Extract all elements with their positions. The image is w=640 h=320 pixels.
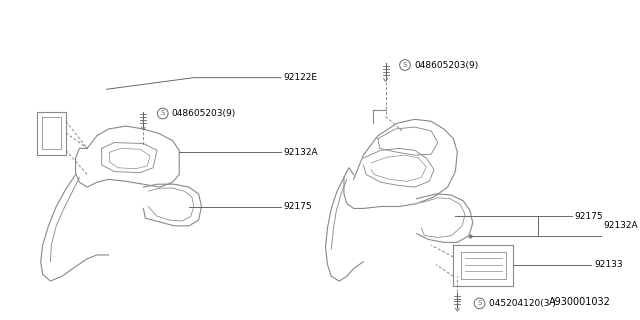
Text: 92133: 92133 xyxy=(594,260,623,269)
Text: 92175: 92175 xyxy=(575,212,603,221)
Text: S: S xyxy=(161,110,165,116)
Text: 045204120(3 ): 045204120(3 ) xyxy=(489,299,556,308)
Text: S: S xyxy=(477,300,482,306)
Text: 048605203(9): 048605203(9) xyxy=(172,109,236,118)
Text: 92122E: 92122E xyxy=(284,73,318,82)
Circle shape xyxy=(399,60,410,70)
Text: S: S xyxy=(403,62,407,68)
Text: 92175: 92175 xyxy=(284,202,312,211)
Circle shape xyxy=(157,108,168,119)
Circle shape xyxy=(474,298,485,309)
Text: 92132A: 92132A xyxy=(604,221,638,230)
Text: 048605203(9): 048605203(9) xyxy=(415,60,479,69)
Text: 92132A: 92132A xyxy=(284,148,319,157)
Text: A930001032: A930001032 xyxy=(548,297,611,307)
